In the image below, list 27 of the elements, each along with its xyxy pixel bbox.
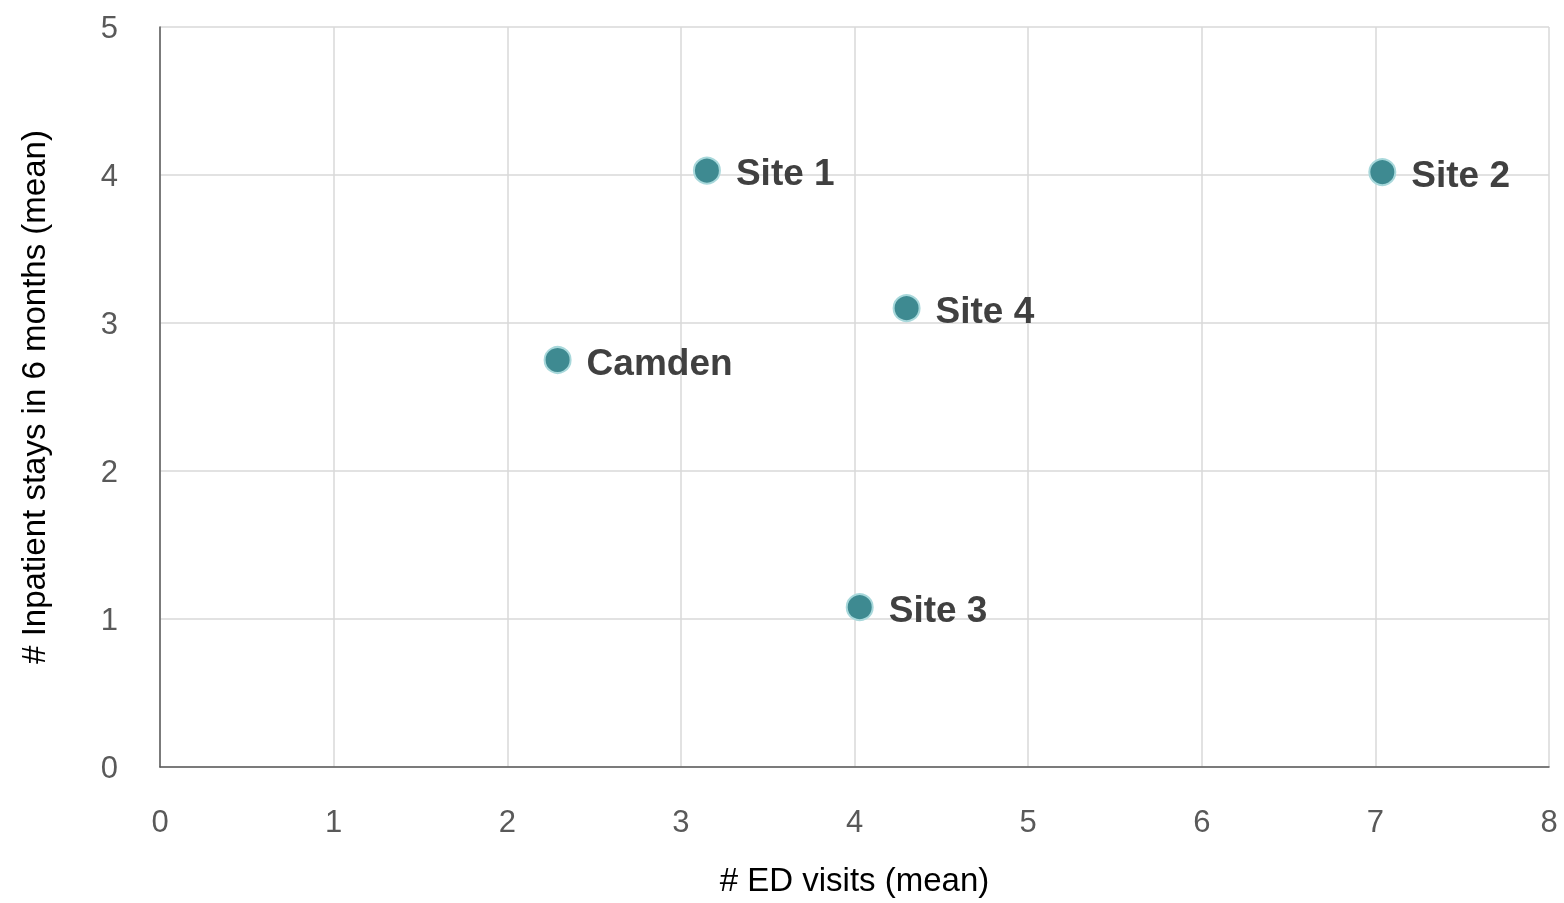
x-axis-title: # ED visits (mean) (719, 861, 990, 898)
point (543, 346, 572, 374)
annotation: Site 4 (935, 289, 1035, 331)
annotation: Camden (586, 341, 733, 383)
x-tick-label: 7 (1366, 804, 1384, 839)
y-tick-label: 4 (100, 157, 118, 193)
y-tick-label: 3 (100, 305, 118, 341)
point (1368, 158, 1397, 187)
point (692, 156, 721, 185)
x-tick-label: 8 (1540, 804, 1558, 839)
x-tick-label: 2 (498, 804, 516, 839)
annotation: Site 2 (1411, 153, 1511, 195)
y-tick-label: 0 (100, 749, 118, 785)
x-tick-label: 6 (1193, 804, 1211, 839)
point (845, 593, 874, 622)
x-tick-label: 1 (325, 804, 343, 839)
annotation: Site 1 (735, 152, 835, 194)
x-tick-label: 4 (845, 804, 864, 839)
y-tick-label: 1 (100, 601, 118, 637)
x-tick-label: 5 (1019, 804, 1037, 839)
x-tick-label: 3 (672, 804, 690, 839)
y-tick-label: 2 (100, 453, 118, 489)
annotation: Site 3 (888, 588, 988, 630)
y-tick-label: 5 (100, 9, 118, 45)
point (892, 294, 921, 323)
y-axis-title: # Inpatient stays in 6 months (mean) (15, 130, 52, 664)
x-tick-label: 0 (151, 804, 169, 839)
